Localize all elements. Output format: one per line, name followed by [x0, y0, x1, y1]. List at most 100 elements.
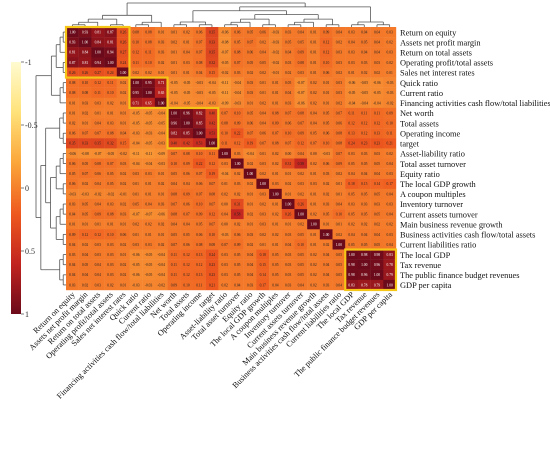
heatmap-cell-r23-c5 — [129, 259, 143, 270]
heatmap-cell-r23-c1 — [78, 259, 92, 270]
heatmap-cell-r13-c25 — [383, 158, 397, 169]
cell-value-r13-c18: 0.58 — [298, 162, 304, 166]
heatmap-cell-r23-c9 — [180, 259, 194, 270]
cell-value-r20-c3: 0.10 — [107, 233, 113, 237]
cell-value-r13-c15: 0.03 — [260, 162, 266, 166]
heatmap-cell-r17-c20 — [319, 198, 333, 210]
heatmap-cell-r8-c1 — [78, 107, 92, 119]
cell-value-r9-c7: -0.05 — [157, 121, 165, 125]
heatmap-cell-r22-c22 — [345, 249, 359, 260]
cell-value-r16-c23: 0.05 — [361, 192, 367, 196]
cell-value-r24-c13: 0.05 — [234, 273, 240, 277]
heatmap-cell-r5-c23 — [357, 77, 371, 88]
cell-value-r8-c25: 0.09 — [387, 111, 393, 115]
cell-value-r18-c19: 0.02 — [310, 213, 316, 217]
heatmap-cell-r15-c7 — [154, 178, 168, 190]
heatmap-cell-r11-c11 — [205, 138, 219, 149]
heatmap-cell-r0-c15 — [256, 27, 270, 38]
heatmap-cell-r15-c0 — [66, 178, 79, 190]
cell-value-r4-c13: 0.03 — [234, 71, 240, 75]
cell-value-r0-c25: 0.03 — [387, 30, 393, 34]
heatmap-cell-r3-c15 — [256, 57, 270, 68]
cell-value-r23-c19: 0.02 — [310, 263, 316, 267]
cell-value-r19-c5: 0.02 — [133, 223, 139, 227]
heatmap-cell-r10-c19 — [307, 128, 321, 139]
cell-value-r3-c2: 0.94 — [95, 61, 101, 65]
cell-value-r12-c23: 0.03 — [361, 152, 367, 156]
cell-value-r20-c1: 0.12 — [82, 233, 88, 237]
heatmap-cell-r1-c0 — [66, 37, 79, 48]
cell-value-r5-c14: 0.03 — [247, 81, 253, 85]
cell-value-r2-c19: 0.01 — [310, 51, 316, 55]
cell-value-r3-c6: 0.10 — [145, 61, 151, 65]
cell-value-r12-c6: -0.11 — [145, 152, 153, 156]
heatmap-cell-r10-c14 — [243, 128, 257, 139]
cell-value-r21-c13: 0.09 — [234, 243, 240, 247]
cell-value-r10-c15: 0.06 — [260, 132, 266, 136]
heatmap-cell-r0-c23 — [357, 27, 371, 38]
cell-value-r23-c1: 0.05 — [82, 263, 88, 267]
cell-value-r20-c9: 0.05 — [183, 233, 189, 237]
heatmap-cell-r13-c17 — [281, 158, 295, 169]
heatmap-cell-r22-c21 — [332, 249, 346, 260]
cell-value-r5-c0: 0.08 — [69, 81, 75, 85]
heatmap-cell-r3-c5 — [129, 57, 143, 68]
cell-value-r17-c7: 0.03 — [158, 202, 164, 206]
cell-value-r3-c20: 0.10 — [323, 61, 329, 65]
cell-value-r7-c7: 1.00 — [158, 101, 164, 105]
heatmap-cell-r8-c15 — [256, 107, 270, 119]
heatmap-cell-r12-c10 — [192, 148, 206, 159]
cell-value-r3-c11: 0.32 — [209, 61, 215, 65]
heatmap-cell-r8-c10 — [192, 107, 206, 119]
cell-value-r15-c18: 0.03 — [298, 182, 304, 186]
cell-value-r1-c0: 0.93 — [69, 41, 75, 45]
heatmap-cell-r17-c8 — [167, 198, 181, 210]
row-label-tax-revenue: Tax revenue — [400, 261, 441, 270]
heatmap-cell-r22-c23 — [357, 249, 371, 260]
cell-value-r21-c22: 0.05 — [348, 243, 354, 247]
cell-value-r1-c16: -0.03 — [272, 41, 280, 45]
cell-value-r5-c10: -0.03 — [196, 81, 204, 85]
heatmap-cell-r18-c3 — [104, 209, 117, 220]
heatmap-cell-r11-c22 — [345, 138, 359, 149]
cell-value-r24-c8: 0.11 — [171, 273, 177, 277]
cell-value-r2-c22: 0.03 — [348, 51, 354, 55]
cell-value-r24-c16: 0.05 — [272, 273, 278, 277]
heatmap-cell-r0-c7 — [154, 27, 168, 38]
heatmap-cell-r23-c6 — [142, 259, 156, 270]
cell-value-r18-c1: 0.05 — [82, 213, 88, 217]
heatmap-cell-r21-c4 — [116, 239, 130, 250]
cell-value-r14-c13: 0.02 — [234, 172, 240, 176]
cell-value-r20-c25: 0.03 — [387, 233, 393, 237]
heatmap-cell-r2-c20 — [319, 47, 333, 58]
cell-value-r24-c9: 0.12 — [183, 273, 189, 277]
heatmap-cell-r20-c24 — [370, 229, 384, 240]
cell-value-r0-c4: 0.26 — [120, 30, 126, 34]
heatmap-cell-r24-c4 — [116, 269, 130, 281]
heatmap-cell-r4-c22 — [345, 67, 359, 78]
heatmap-cell-r12-c6 — [142, 148, 156, 159]
heatmap-cell-r2-c5 — [129, 47, 143, 58]
cell-value-r4-c10: 0.04 — [196, 71, 202, 75]
heatmap-cell-r3-c25 — [383, 57, 397, 68]
cell-value-r4-c18: 0.03 — [298, 71, 304, 75]
cell-value-r3-c1: 0.81 — [82, 61, 88, 65]
heatmap-cell-r18-c18 — [294, 209, 308, 220]
cell-value-r11-c21: 0.08 — [336, 142, 342, 146]
heatmap-cell-r15-c4 — [116, 178, 130, 190]
heatmap-cell-r22-c14 — [243, 249, 257, 260]
cell-value-r16-c19: 0.01 — [310, 192, 316, 196]
heatmap-cell-r16-c21 — [332, 188, 346, 200]
heatmap-cell-r18-c20 — [319, 209, 333, 220]
heatmap-cell-r22-c7 — [154, 249, 168, 260]
cell-value-r5-c16: 0.01 — [272, 81, 278, 85]
cell-value-r12-c9: 0.08 — [183, 152, 189, 156]
heatmap-cell-r0-c4 — [116, 27, 130, 38]
heatmap-cell-r0-c12 — [218, 27, 232, 38]
cell-value-r2-c14: 0.06 — [247, 51, 253, 55]
heatmap-cell-r11-c19 — [307, 138, 321, 149]
heatmap-cell-r6-c22 — [345, 87, 359, 99]
heatmap-cell-r14-c10 — [192, 168, 206, 179]
row-dendrogram — [35, 31, 66, 286]
cell-value-r16-c14: 0.01 — [247, 192, 253, 196]
